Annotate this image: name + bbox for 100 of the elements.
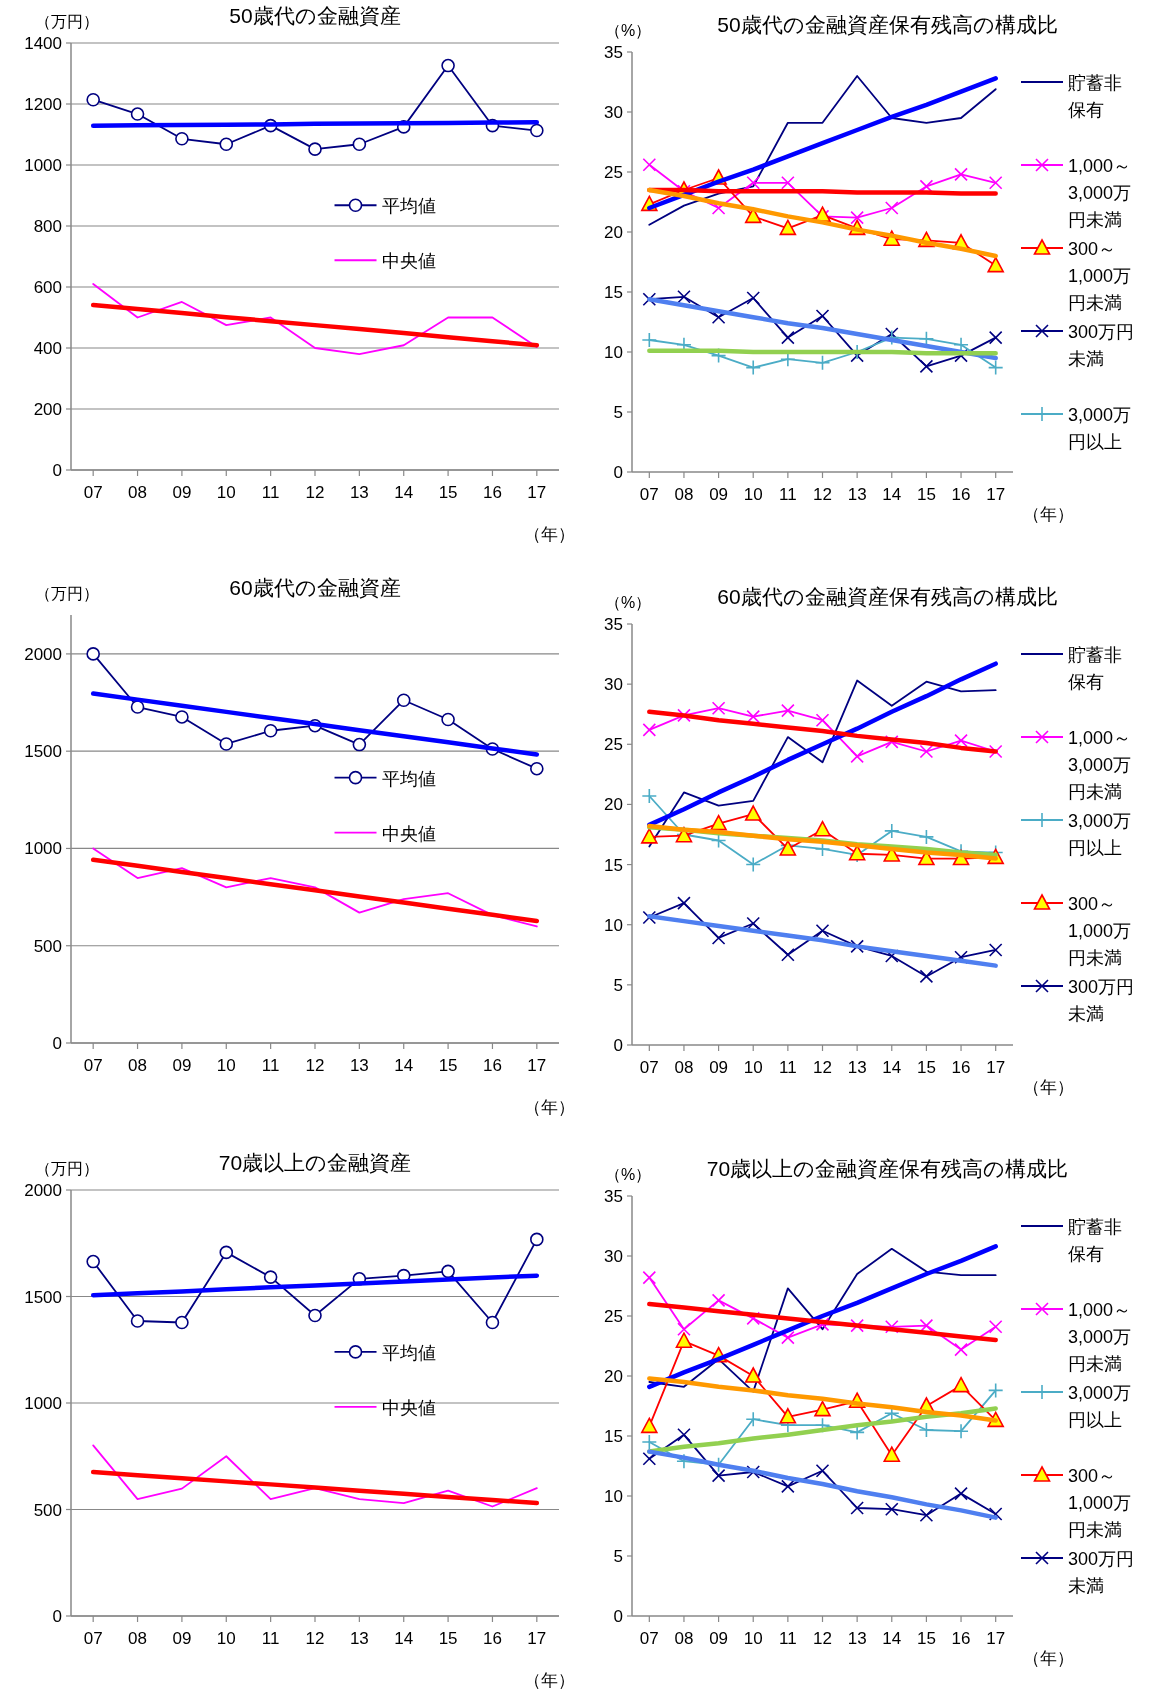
x-tick-label: 17 <box>527 1629 547 1648</box>
chart-title: 60歳代の金融資産保有残高の構成比 <box>717 585 1058 608</box>
y-tick-label: 10 <box>604 343 623 362</box>
y-tick-label: 0 <box>52 1034 62 1053</box>
y-tick-label: 20 <box>604 223 623 242</box>
y-tick-label: 1000 <box>24 156 62 175</box>
chart-title: 70歳以上の金融資産保有残高の構成比 <box>706 1157 1069 1180</box>
x-tick-label: 12 <box>813 485 832 504</box>
chart-title: 50歳代の金融資産 <box>229 4 401 27</box>
x-tick-label: 14 <box>394 483 414 502</box>
x-tick-label: 11 <box>779 1629 797 1648</box>
x-tick-label: 07 <box>83 1056 103 1075</box>
x-tick-label: 07 <box>639 1058 659 1077</box>
y-axis-title: （%） <box>604 1166 652 1183</box>
x-tick-label: 08 <box>128 483 148 502</box>
y-tick-label: 25 <box>604 735 623 755</box>
x-axis-title: （年） <box>1022 1078 1074 1097</box>
y-tick-label: 25 <box>604 1307 623 1326</box>
y-tick-label: 0 <box>52 1607 62 1626</box>
y-tick-label: 1000 <box>24 839 62 859</box>
legend-label: 1,000～3,000万円未満 <box>1068 1300 1132 1374</box>
legend-label: 300～1,000万円未満 <box>1068 1466 1132 1540</box>
y-tick-label: 15 <box>604 855 623 875</box>
y-tick-label: 0 <box>613 463 623 482</box>
x-tick-label: 09 <box>172 1056 192 1075</box>
y-tick-label: 25 <box>604 163 623 182</box>
y-tick-label: 1500 <box>24 742 62 762</box>
x-tick-label: 17 <box>986 1058 1006 1077</box>
y-axis-title: （万円） <box>35 13 99 30</box>
x-tick-label: 15 <box>916 485 936 504</box>
x-tick-label: 13 <box>847 485 867 504</box>
x-tick-label: 16 <box>482 1629 502 1648</box>
y-tick-label: 5 <box>613 1547 623 1566</box>
y-axis-title: （万円） <box>35 1160 99 1177</box>
x-tick-label: 14 <box>882 485 902 504</box>
x-tick-label: 12 <box>305 1056 325 1075</box>
x-tick-label: 12 <box>305 483 325 502</box>
legend-label: 平均値 <box>381 196 436 217</box>
legend-label: 中央値 <box>381 1397 436 1418</box>
x-axis-title: （年） <box>1022 505 1074 524</box>
x-tick-label: 16 <box>482 483 502 502</box>
x-tick-label: 13 <box>349 1629 369 1648</box>
x-tick-label: 15 <box>438 483 458 502</box>
legend-label: 貯蓄非保有 <box>1068 645 1122 692</box>
legend-label: 3,000万円以上 <box>1068 1383 1132 1430</box>
x-tick-label: 07 <box>639 485 659 504</box>
x-tick-label: 16 <box>951 1629 971 1648</box>
y-tick-label: 15 <box>604 1427 623 1446</box>
y-tick-label: 2000 <box>24 644 62 664</box>
y-tick-label: 0 <box>613 1036 623 1055</box>
legend-label: 1,000～3,000万円未満 <box>1068 156 1132 230</box>
y-tick-label: 30 <box>604 103 623 122</box>
legend-label: 300～1,000万円未満 <box>1068 239 1132 313</box>
x-axis-title: （年） <box>523 1671 575 1690</box>
y-tick-label: 500 <box>33 1500 62 1520</box>
x-tick-label: 10 <box>743 485 763 504</box>
chart-title: 60歳代の金融資産 <box>229 576 401 599</box>
x-tick-label: 10 <box>743 1629 763 1648</box>
x-tick-label: 15 <box>916 1629 936 1648</box>
x-tick-label: 11 <box>261 1056 280 1075</box>
x-tick-label: 13 <box>847 1629 867 1648</box>
y-tick-label: 35 <box>604 1187 623 1206</box>
x-tick-label: 13 <box>349 1056 369 1075</box>
y-axis-title: （万円） <box>35 585 99 602</box>
x-tick-label: 14 <box>882 1058 902 1077</box>
legend-label: 貯蓄非保有 <box>1068 1217 1122 1264</box>
x-tick-label: 08 <box>128 1629 148 1648</box>
x-tick-label: 10 <box>216 483 236 502</box>
x-tick-label: 17 <box>527 483 547 502</box>
x-tick-label: 07 <box>83 1629 103 1648</box>
legend-label: 中央値 <box>381 823 436 844</box>
y-tick-label: 200 <box>33 400 62 419</box>
legend-label: 3,000万円以上 <box>1068 811 1132 858</box>
x-tick-label: 16 <box>482 1056 502 1075</box>
y-tick-label: 15 <box>604 283 623 302</box>
x-tick-label: 08 <box>128 1056 148 1075</box>
x-tick-label: 15 <box>438 1629 458 1648</box>
legend-label: 中央値 <box>381 251 436 272</box>
x-tick-label: 11 <box>261 1629 280 1648</box>
x-tick-label: 10 <box>216 1629 236 1648</box>
x-axis-title: （年） <box>523 525 575 544</box>
x-tick-label: 10 <box>216 1056 236 1075</box>
legend-label: 300万円未満 <box>1068 977 1135 1024</box>
x-tick-label: 11 <box>779 485 797 504</box>
x-tick-label: 14 <box>394 1629 414 1648</box>
y-tick-label: 35 <box>604 43 623 62</box>
y-tick-label: 35 <box>604 615 623 634</box>
y-tick-label: 30 <box>604 1247 623 1266</box>
y-axis-title: （%） <box>604 22 652 39</box>
y-tick-label: 20 <box>604 1367 623 1386</box>
chart-title: 50歳代の金融資産保有残高の構成比 <box>717 13 1058 36</box>
y-tick-label: 20 <box>604 795 623 815</box>
y-tick-label: 5 <box>613 975 623 995</box>
chart-title: 70歳以上の金融資産 <box>218 1151 412 1174</box>
x-tick-label: 13 <box>349 483 369 502</box>
y-tick-label: 5 <box>613 403 623 422</box>
y-tick-label: 10 <box>604 1487 623 1506</box>
y-tick-label: 600 <box>33 278 62 297</box>
x-tick-label: 08 <box>674 1058 694 1077</box>
legend-label: 平均値 <box>381 1342 436 1363</box>
